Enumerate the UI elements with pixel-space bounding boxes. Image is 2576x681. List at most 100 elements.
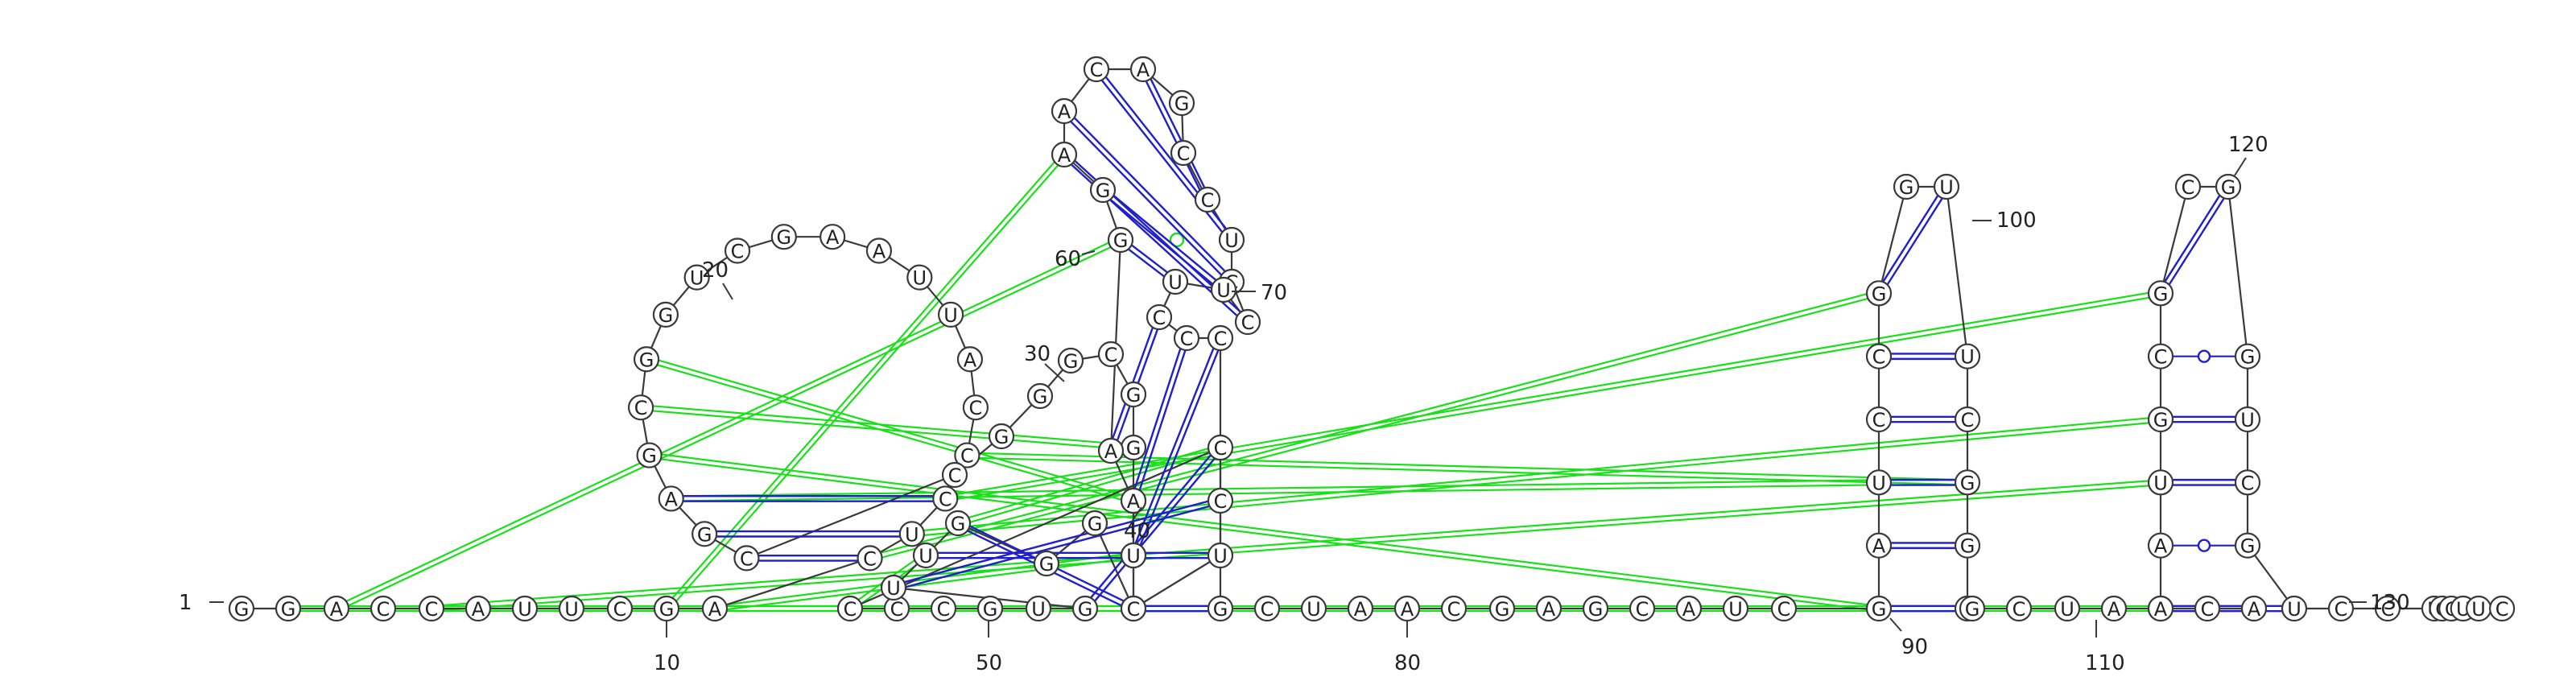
svg-text:G: G: [1213, 598, 1228, 621]
base-pair-line: [1090, 454, 1212, 599]
nucleotide-80: A: [1347, 595, 1374, 622]
nucleotide-19: U: [906, 264, 933, 291]
nucleotide-35: G: [1057, 347, 1084, 374]
svg-text:A: A: [472, 598, 485, 621]
nucleotide-54: G: [1033, 550, 1060, 577]
nucleotide-85: G: [1582, 595, 1609, 622]
svg-text:G: G: [639, 349, 654, 371]
label-70: 70: [1261, 281, 1287, 305]
nucleotide-17: A: [956, 346, 984, 373]
svg-text:A: A: [1058, 101, 1071, 123]
nucleotide-30: G: [691, 521, 718, 547]
svg-text:G: G: [1078, 598, 1093, 621]
nucleotide-3: A: [323, 595, 350, 622]
svg-text:G: G: [1588, 598, 1604, 621]
pseudoknot-line: [431, 479, 2161, 608]
svg-text:C: C: [1127, 598, 1141, 621]
nucleotide-49: U: [1025, 595, 1052, 622]
base-pair-line: [1133, 348, 1182, 489]
nucleotide-63: A: [1051, 97, 1078, 125]
nucleotide-31: C: [733, 545, 760, 572]
svg-text:C: C: [634, 397, 648, 419]
svg-text:C: C: [1214, 328, 1228, 350]
svg-text:U: U: [1307, 598, 1321, 621]
svg-text:U: U: [1126, 545, 1141, 568]
label-100: 100: [1996, 208, 2037, 233]
nucleotide-114: C: [2147, 343, 2174, 369]
nucleotide-83: G: [1488, 595, 1516, 622]
nucleotide-84: A: [1535, 595, 1563, 622]
base-pair-line: [2168, 197, 2225, 286]
svg-text:G: G: [1495, 598, 1510, 621]
base-pair-line: [1073, 117, 1226, 272]
svg-text:C: C: [1636, 598, 1649, 621]
svg-text:U: U: [1939, 176, 1954, 199]
backbone-segment: [2159, 186, 2190, 294]
nucleotide-104: C: [2005, 595, 2033, 622]
svg-text:A: A: [330, 598, 344, 621]
svg-text:U: U: [1216, 279, 1231, 302]
svg-text:C: C: [1180, 328, 1194, 350]
svg-text:C: C: [948, 464, 962, 487]
base-pair-line: [1139, 349, 1220, 546]
svg-text:C: C: [863, 547, 877, 570]
base-pair-line: [1882, 195, 1939, 283]
nucleotide-7: U: [511, 595, 539, 622]
svg-text:U: U: [1031, 598, 1046, 621]
nucleotide-59: A: [1097, 437, 1125, 464]
label-60: 60: [1055, 247, 1081, 271]
label-20: 20: [702, 258, 729, 283]
backbone-segment: [2227, 186, 2249, 357]
nucleotide-8: U: [558, 595, 585, 622]
svg-text:G: G: [1096, 180, 1111, 202]
svg-text:G: G: [1113, 229, 1129, 252]
svg-text:C: C: [890, 598, 904, 621]
svg-text:C: C: [1201, 189, 1215, 212]
nucleotide-43: C: [1207, 487, 1234, 514]
nucleotide-112: U: [2147, 469, 2174, 496]
nucleotide-111: A: [2147, 532, 2174, 559]
nucleotide-65: A: [1129, 56, 1157, 83]
base-pair-line: [1138, 349, 1187, 491]
svg-text:C: C: [969, 397, 983, 419]
svg-text:C: C: [1177, 142, 1191, 165]
svg-text:G: G: [2153, 283, 2169, 305]
nucleotide-38: G: [1120, 434, 1147, 461]
nucleotide-67: C: [1170, 139, 1197, 167]
svg-text:C: C: [1090, 59, 1104, 81]
svg-text:C: C: [731, 241, 745, 263]
nucleotide-105: U: [2054, 595, 2081, 622]
nucleotide-92: U: [1865, 469, 1893, 496]
backbone-segment: [1877, 186, 1908, 294]
base-pairs: [683, 76, 2282, 613]
label-ticks: [209, 157, 2367, 638]
svg-text:G: G: [1033, 386, 1048, 408]
pseudoknot-line: [958, 448, 1222, 526]
nucleotide-86: C: [1629, 595, 1656, 622]
nucleotide-53: G: [944, 510, 972, 537]
svg-text:C: C: [1153, 307, 1166, 329]
nucleotide-91: A: [1865, 532, 1893, 559]
nucleotide-29: A: [658, 485, 684, 512]
label-110: 110: [2085, 651, 2125, 675]
svg-text:A: A: [1354, 598, 1368, 621]
nucleotide-94: C: [1865, 343, 1893, 369]
svg-text:C: C: [2182, 176, 2195, 199]
svg-text:G: G: [2240, 535, 2256, 558]
svg-text:A: A: [2248, 598, 2261, 621]
svg-text:U: U: [943, 304, 958, 327]
nucleotide-52: U: [912, 542, 939, 569]
base-pair-line: [2164, 195, 2221, 283]
nucleotide-120: C: [2234, 469, 2261, 496]
svg-text:C: C: [1961, 409, 1975, 431]
nucleotide-117: G: [2215, 173, 2242, 200]
svg-text:C: C: [377, 598, 390, 621]
nucleotide-116: C: [2174, 173, 2202, 200]
nucleotide-122: U: [2281, 595, 2308, 622]
svg-text:G: G: [2221, 176, 2236, 199]
label-1: 1: [179, 591, 192, 615]
svg-text:G: G: [1899, 176, 1914, 199]
svg-text:G: G: [234, 598, 250, 621]
label-50: 50: [976, 651, 1002, 675]
